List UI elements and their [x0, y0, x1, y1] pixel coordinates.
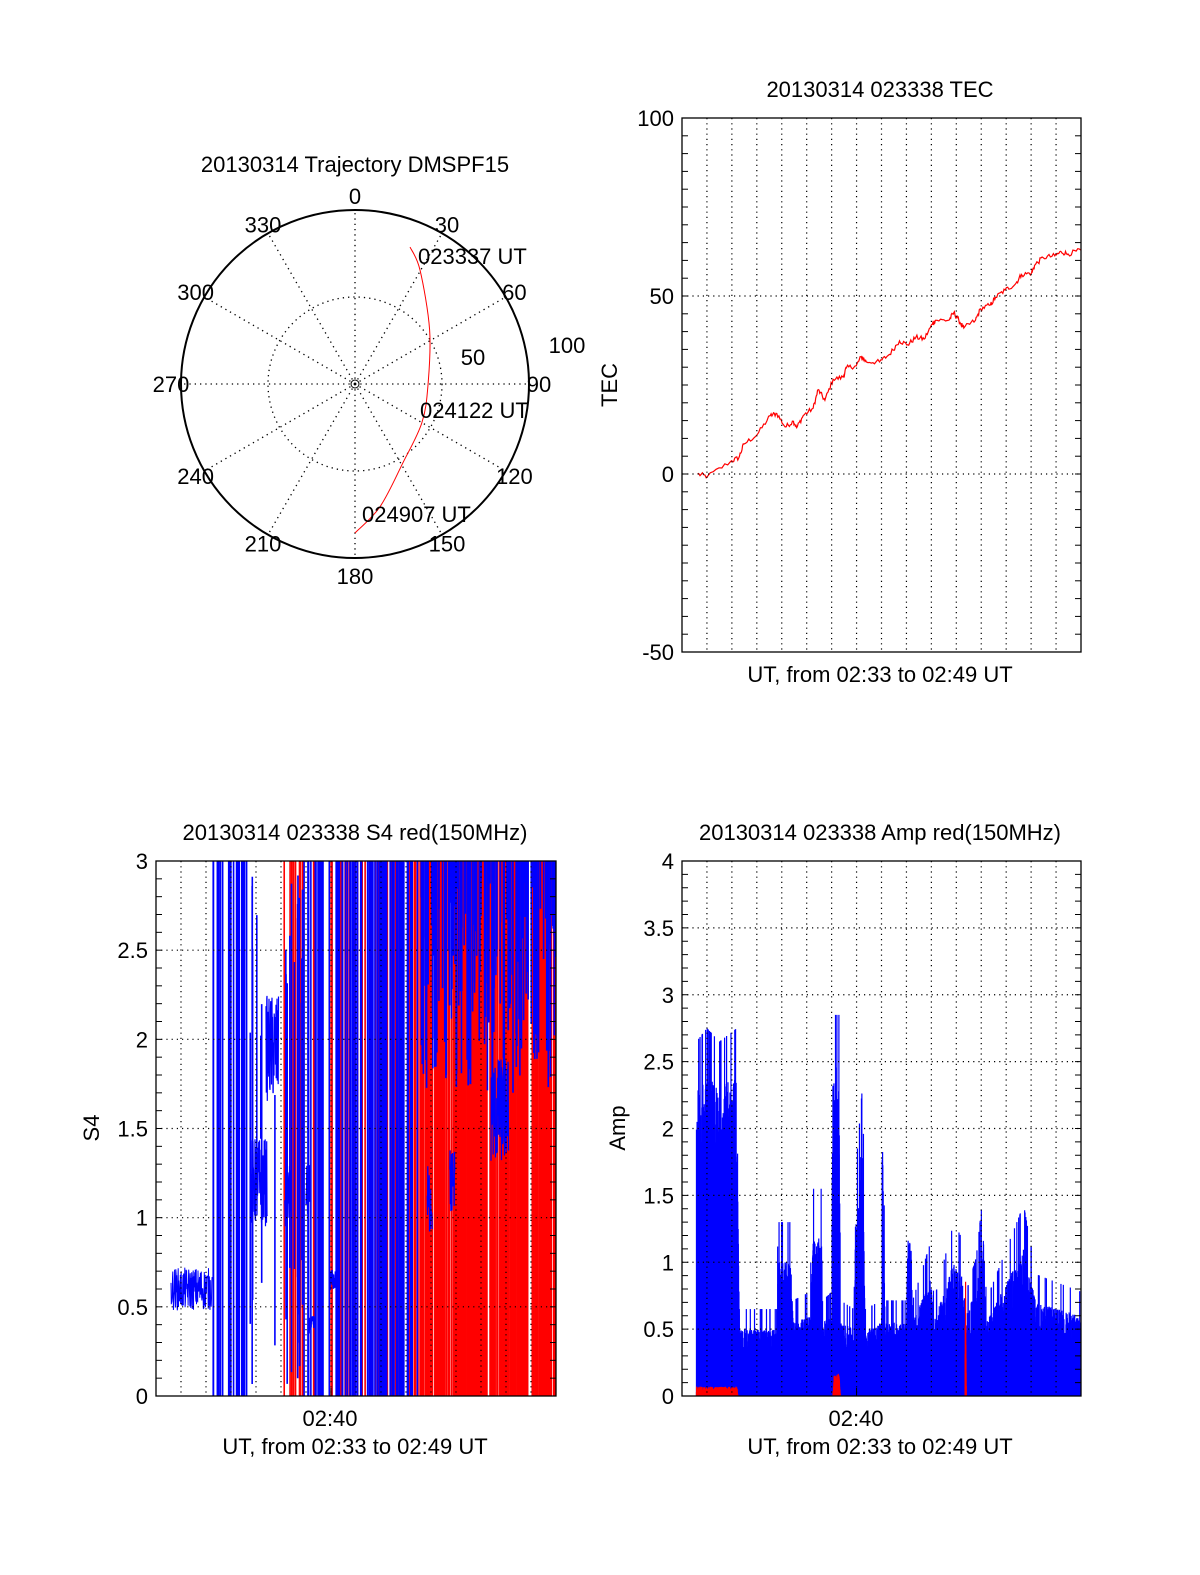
s4-cluster-series [449, 1150, 456, 1212]
tec-ytick-label: 100 [637, 106, 674, 131]
polar-angle-label: 240 [177, 464, 214, 489]
amp-frame [681, 860, 1082, 1397]
trajectory-end-label: 024907 UT [362, 502, 471, 527]
trajectory-mid-label: 024122 UT [420, 398, 529, 423]
s4-cluster-series [265, 995, 280, 1101]
s4-cluster-series [284, 1164, 292, 1231]
s4-spike-group [285, 875, 304, 1384]
trajectory-polar-plot: 20130314 Trajectory DMSPF15 0 30 60 90 120 15… [153, 152, 586, 589]
amp-ytick-label: 3.5 [643, 916, 674, 941]
s4-ytick-label: 1.5 [117, 1117, 148, 1142]
s4-cluster-series [490, 1059, 510, 1161]
s4-cluster-series [305, 1165, 311, 1214]
s4-frame [155, 860, 557, 1397]
polar-angle-label: 150 [429, 531, 466, 556]
s4-cluster-series [250, 1139, 268, 1227]
amp-frame-group [681, 860, 1082, 1397]
s4-ytick-label: 1 [136, 1206, 148, 1231]
polar-angle-label: 270 [153, 372, 190, 397]
polar-angle-label: 30 [435, 213, 459, 238]
tec-ylabel: TEC [597, 363, 622, 407]
tec-plot-area [697, 248, 1082, 479]
amp-ytick-label: 1 [662, 1250, 674, 1275]
amp-series-blue [695, 1014, 1082, 1396]
s4-cluster-series [329, 1269, 337, 1291]
s4-ytick-label: 0.5 [117, 1295, 148, 1320]
amp-ylabel: Amp [605, 1105, 630, 1150]
amp-xtick-label: 02:40 [828, 1406, 883, 1431]
polar-grid [180, 209, 530, 559]
s4-title: 20130314 023338 S4 red(150MHz) [183, 820, 528, 845]
s4-cluster-series [426, 1166, 433, 1232]
amp-title: 20130314 023338 Amp red(150MHz) [699, 820, 1061, 845]
s4-ytick-label: 0 [136, 1384, 148, 1409]
tec-frame-group [681, 117, 1082, 653]
s4-ytick-label: 2.5 [117, 938, 148, 963]
amp-plot: 20130314 023338 Amp red(150MHz) 02:40 UT… [605, 820, 1082, 1459]
polar-angle-label: 60 [502, 280, 526, 305]
polar-angle-label: 90 [527, 372, 551, 397]
s4-frame-group [155, 860, 557, 1397]
amp-ytick-label: 2 [662, 1117, 674, 1142]
polar-title: 20130314 Trajectory DMSPF15 [201, 152, 509, 177]
polar-angle-label: 210 [245, 531, 282, 556]
s4-ytick-label: 3 [136, 849, 148, 874]
polar-angle-label: 180 [337, 564, 374, 589]
s4-cluster-series [307, 1315, 316, 1334]
polar-angle-label: 300 [177, 280, 214, 305]
polar-angle-label: 330 [245, 213, 282, 238]
radial-label-50: 50 [461, 345, 485, 370]
polar-angle-label: 0 [349, 184, 361, 209]
polar-angle-labels: 0 30 60 90 120 150 180 210 240 270 300 330 [153, 184, 552, 589]
radial-label-100: 100 [549, 333, 586, 358]
amp-ytick-label: 1.5 [643, 1183, 674, 1208]
polar-inner-circle [267, 296, 443, 472]
tec-title: 20130314 023338 TEC [766, 77, 993, 102]
tec-frame [681, 117, 1082, 653]
s4-baseline-series [170, 1267, 213, 1311]
s4-xlabel: UT, from 02:33 to 02:49 UT [222, 1434, 487, 1459]
amp-ytick-label: 2.5 [643, 1050, 674, 1075]
s4-xtick-label: 02:40 [302, 1406, 357, 1431]
tec-ytick-label: 0 [662, 462, 674, 487]
amp-ytick-label: 4 [662, 849, 674, 874]
amp-ytick-label: 0.5 [643, 1317, 674, 1342]
tec-ytick-label: -50 [642, 640, 674, 665]
polar-outer-circle [180, 209, 530, 559]
amp-xlabel: UT, from 02:33 to 02:49 UT [747, 1434, 1012, 1459]
tec-plot: 20130314 023338 TEC UT, from 02:33 to 02… [597, 77, 1082, 687]
s4-ylabel: S4 [79, 1115, 104, 1142]
amp-ytick-label: 3 [662, 983, 674, 1008]
tec-xlabel: UT, from 02:33 to 02:49 UT [747, 662, 1012, 687]
polar-center-mark [350, 379, 360, 389]
polar-angle-label: 120 [496, 464, 533, 489]
trajectory-line [354, 246, 431, 534]
amp-plot-area [695, 1014, 1082, 1396]
s4-ytick-label: 2 [136, 1027, 148, 1052]
trajectory-start-label: 023337 UT [418, 244, 527, 269]
tec-series-line [697, 248, 1082, 479]
s4-plot: 20130314 023338 S4 red(150MHz) 02:40 UT,… [79, 820, 557, 1459]
tec-ytick-label: 50 [650, 284, 674, 309]
amp-ytick-label: 0 [662, 1384, 674, 1409]
s4-spike-group [420, 861, 556, 1093]
amp-series-red [695, 1281, 967, 1396]
